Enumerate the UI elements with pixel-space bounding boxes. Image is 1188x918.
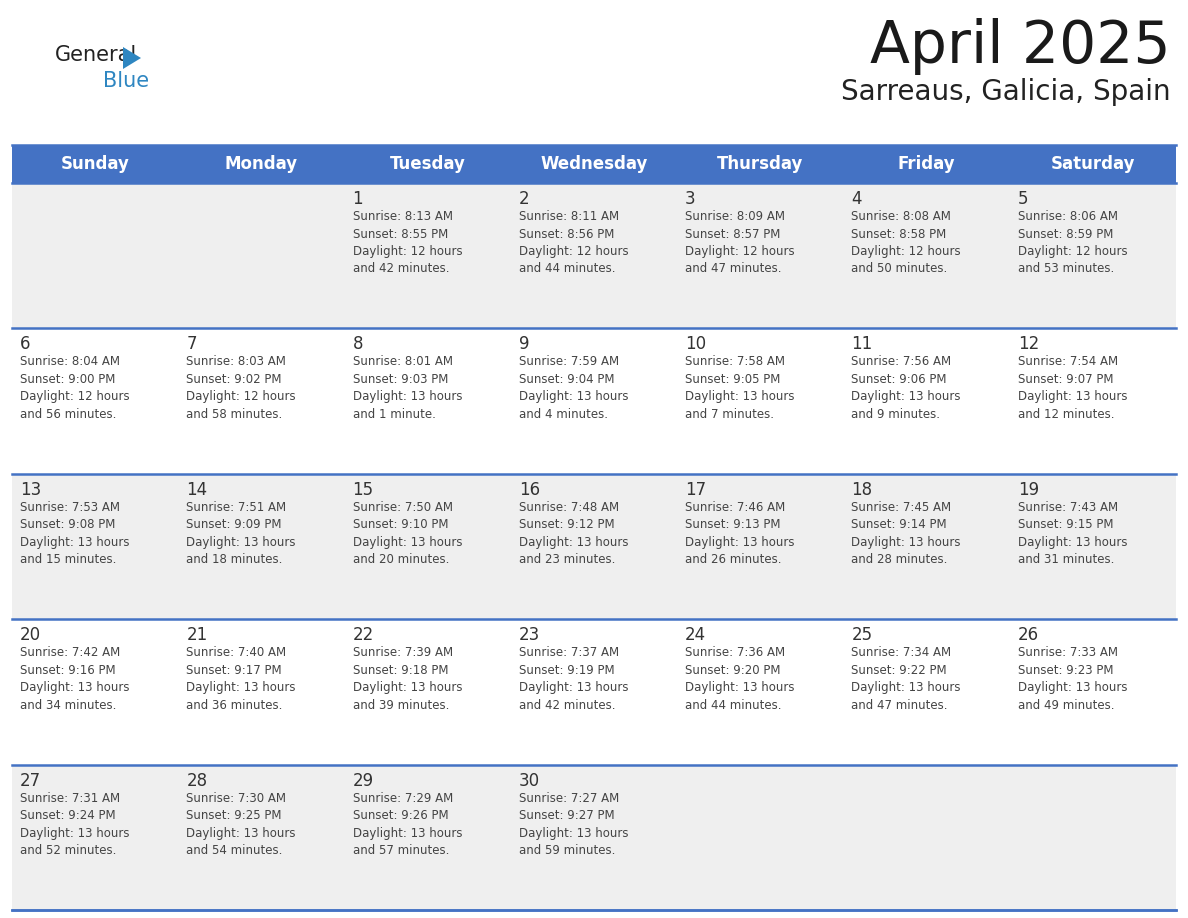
Text: 28: 28	[187, 772, 208, 789]
Text: 1: 1	[353, 190, 364, 208]
Text: Sarreaus, Galicia, Spain: Sarreaus, Galicia, Spain	[841, 78, 1171, 106]
Text: Sunrise: 7:56 AM
Sunset: 9:06 PM
Daylight: 13 hours
and 9 minutes.: Sunrise: 7:56 AM Sunset: 9:06 PM Dayligh…	[852, 355, 961, 420]
Text: Blue: Blue	[103, 71, 150, 91]
Text: Sunrise: 7:27 AM
Sunset: 9:27 PM
Daylight: 13 hours
and 59 minutes.: Sunrise: 7:27 AM Sunset: 9:27 PM Dayligh…	[519, 791, 628, 857]
Text: Saturday: Saturday	[1050, 155, 1135, 173]
Text: Sunrise: 7:53 AM
Sunset: 9:08 PM
Daylight: 13 hours
and 15 minutes.: Sunrise: 7:53 AM Sunset: 9:08 PM Dayligh…	[20, 501, 129, 566]
Text: 7: 7	[187, 335, 197, 353]
Text: Sunrise: 7:58 AM
Sunset: 9:05 PM
Daylight: 13 hours
and 7 minutes.: Sunrise: 7:58 AM Sunset: 9:05 PM Dayligh…	[685, 355, 795, 420]
Text: Sunrise: 7:34 AM
Sunset: 9:22 PM
Daylight: 13 hours
and 47 minutes.: Sunrise: 7:34 AM Sunset: 9:22 PM Dayligh…	[852, 646, 961, 711]
Bar	[12, 765, 1176, 910]
Text: 12: 12	[1018, 335, 1040, 353]
Text: Sunrise: 7:36 AM
Sunset: 9:20 PM
Daylight: 13 hours
and 44 minutes.: Sunrise: 7:36 AM Sunset: 9:20 PM Dayligh…	[685, 646, 795, 711]
Text: 22: 22	[353, 626, 374, 644]
Text: 8: 8	[353, 335, 364, 353]
Text: 2: 2	[519, 190, 530, 208]
Text: 4: 4	[852, 190, 862, 208]
Text: Sunrise: 7:40 AM
Sunset: 9:17 PM
Daylight: 13 hours
and 36 minutes.: Sunrise: 7:40 AM Sunset: 9:17 PM Dayligh…	[187, 646, 296, 711]
Text: Sunrise: 8:01 AM
Sunset: 9:03 PM
Daylight: 13 hours
and 1 minute.: Sunrise: 8:01 AM Sunset: 9:03 PM Dayligh…	[353, 355, 462, 420]
Text: Sunrise: 7:51 AM
Sunset: 9:09 PM
Daylight: 13 hours
and 18 minutes.: Sunrise: 7:51 AM Sunset: 9:09 PM Dayligh…	[187, 501, 296, 566]
Text: 23: 23	[519, 626, 541, 644]
Text: 10: 10	[685, 335, 707, 353]
Text: Sunrise: 8:03 AM
Sunset: 9:02 PM
Daylight: 12 hours
and 58 minutes.: Sunrise: 8:03 AM Sunset: 9:02 PM Dayligh…	[187, 355, 296, 420]
Text: Sunrise: 7:48 AM
Sunset: 9:12 PM
Daylight: 13 hours
and 23 minutes.: Sunrise: 7:48 AM Sunset: 9:12 PM Dayligh…	[519, 501, 628, 566]
Text: Sunrise: 7:33 AM
Sunset: 9:23 PM
Daylight: 13 hours
and 49 minutes.: Sunrise: 7:33 AM Sunset: 9:23 PM Dayligh…	[1018, 646, 1127, 711]
Text: 11: 11	[852, 335, 873, 353]
Text: 30: 30	[519, 772, 541, 789]
Text: Sunrise: 7:39 AM
Sunset: 9:18 PM
Daylight: 13 hours
and 39 minutes.: Sunrise: 7:39 AM Sunset: 9:18 PM Dayligh…	[353, 646, 462, 711]
Bar	[12, 145, 1176, 183]
Text: Sunrise: 7:54 AM
Sunset: 9:07 PM
Daylight: 13 hours
and 12 minutes.: Sunrise: 7:54 AM Sunset: 9:07 PM Dayligh…	[1018, 355, 1127, 420]
Text: Sunrise: 8:11 AM
Sunset: 8:56 PM
Daylight: 12 hours
and 44 minutes.: Sunrise: 8:11 AM Sunset: 8:56 PM Dayligh…	[519, 210, 628, 275]
Text: 20: 20	[20, 626, 42, 644]
Text: Sunday: Sunday	[61, 155, 129, 173]
Text: Sunrise: 7:42 AM
Sunset: 9:16 PM
Daylight: 13 hours
and 34 minutes.: Sunrise: 7:42 AM Sunset: 9:16 PM Dayligh…	[20, 646, 129, 711]
Text: Sunrise: 7:45 AM
Sunset: 9:14 PM
Daylight: 13 hours
and 28 minutes.: Sunrise: 7:45 AM Sunset: 9:14 PM Dayligh…	[852, 501, 961, 566]
Bar	[12, 329, 1176, 474]
Text: 21: 21	[187, 626, 208, 644]
Text: 27: 27	[20, 772, 42, 789]
Text: Thursday: Thursday	[718, 155, 803, 173]
Text: Sunrise: 7:31 AM
Sunset: 9:24 PM
Daylight: 13 hours
and 52 minutes.: Sunrise: 7:31 AM Sunset: 9:24 PM Dayligh…	[20, 791, 129, 857]
Text: 14: 14	[187, 481, 208, 498]
Text: Sunrise: 7:29 AM
Sunset: 9:26 PM
Daylight: 13 hours
and 57 minutes.: Sunrise: 7:29 AM Sunset: 9:26 PM Dayligh…	[353, 791, 462, 857]
Bar	[12, 474, 1176, 620]
Bar	[12, 620, 1176, 765]
Text: Tuesday: Tuesday	[390, 155, 466, 173]
Text: Sunrise: 7:43 AM
Sunset: 9:15 PM
Daylight: 13 hours
and 31 minutes.: Sunrise: 7:43 AM Sunset: 9:15 PM Dayligh…	[1018, 501, 1127, 566]
Text: Sunrise: 8:09 AM
Sunset: 8:57 PM
Daylight: 12 hours
and 47 minutes.: Sunrise: 8:09 AM Sunset: 8:57 PM Dayligh…	[685, 210, 795, 275]
Text: 5: 5	[1018, 190, 1029, 208]
Text: 29: 29	[353, 772, 374, 789]
Text: Wednesday: Wednesday	[541, 155, 647, 173]
Text: Friday: Friday	[898, 155, 955, 173]
Text: Sunrise: 8:08 AM
Sunset: 8:58 PM
Daylight: 12 hours
and 50 minutes.: Sunrise: 8:08 AM Sunset: 8:58 PM Dayligh…	[852, 210, 961, 275]
Text: Sunrise: 7:50 AM
Sunset: 9:10 PM
Daylight: 13 hours
and 20 minutes.: Sunrise: 7:50 AM Sunset: 9:10 PM Dayligh…	[353, 501, 462, 566]
Text: 9: 9	[519, 335, 530, 353]
Text: Sunrise: 7:30 AM
Sunset: 9:25 PM
Daylight: 13 hours
and 54 minutes.: Sunrise: 7:30 AM Sunset: 9:25 PM Dayligh…	[187, 791, 296, 857]
Text: Sunrise: 8:04 AM
Sunset: 9:00 PM
Daylight: 12 hours
and 56 minutes.: Sunrise: 8:04 AM Sunset: 9:00 PM Dayligh…	[20, 355, 129, 420]
Text: 17: 17	[685, 481, 707, 498]
Bar	[12, 183, 1176, 329]
Polygon shape	[124, 47, 141, 69]
Text: 24: 24	[685, 626, 707, 644]
Text: Sunrise: 7:59 AM
Sunset: 9:04 PM
Daylight: 13 hours
and 4 minutes.: Sunrise: 7:59 AM Sunset: 9:04 PM Dayligh…	[519, 355, 628, 420]
Text: 19: 19	[1018, 481, 1038, 498]
Text: Sunrise: 7:37 AM
Sunset: 9:19 PM
Daylight: 13 hours
and 42 minutes.: Sunrise: 7:37 AM Sunset: 9:19 PM Dayligh…	[519, 646, 628, 711]
Text: 15: 15	[353, 481, 374, 498]
Text: Sunrise: 7:46 AM
Sunset: 9:13 PM
Daylight: 13 hours
and 26 minutes.: Sunrise: 7:46 AM Sunset: 9:13 PM Dayligh…	[685, 501, 795, 566]
Text: Sunrise: 8:06 AM
Sunset: 8:59 PM
Daylight: 12 hours
and 53 minutes.: Sunrise: 8:06 AM Sunset: 8:59 PM Dayligh…	[1018, 210, 1127, 275]
Text: 26: 26	[1018, 626, 1038, 644]
Text: 25: 25	[852, 626, 872, 644]
Text: 18: 18	[852, 481, 872, 498]
Text: 3: 3	[685, 190, 696, 208]
Text: 13: 13	[20, 481, 42, 498]
Text: April 2025: April 2025	[871, 18, 1171, 75]
Text: 16: 16	[519, 481, 541, 498]
Text: General: General	[55, 45, 138, 65]
Text: 6: 6	[20, 335, 31, 353]
Text: Sunrise: 8:13 AM
Sunset: 8:55 PM
Daylight: 12 hours
and 42 minutes.: Sunrise: 8:13 AM Sunset: 8:55 PM Dayligh…	[353, 210, 462, 275]
Text: Monday: Monday	[225, 155, 298, 173]
